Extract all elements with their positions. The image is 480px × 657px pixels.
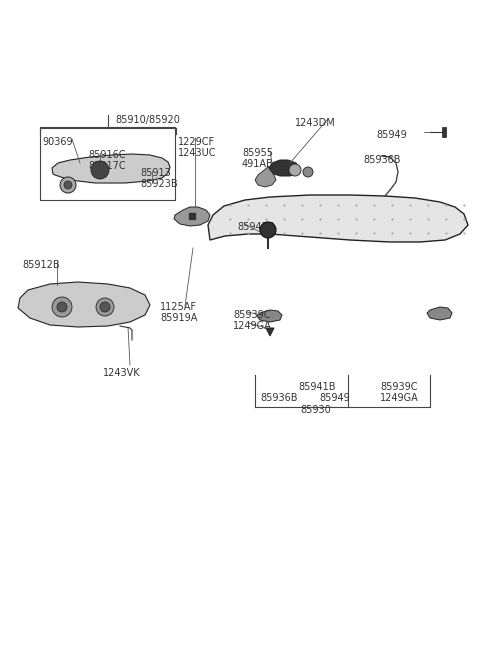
Text: 85941B: 85941B xyxy=(298,382,336,392)
Text: 1243VK: 1243VK xyxy=(103,368,141,378)
Bar xyxy=(442,127,446,137)
Polygon shape xyxy=(427,307,452,320)
Text: 85923B: 85923B xyxy=(140,179,178,189)
Text: 1249GA: 1249GA xyxy=(380,393,419,403)
Polygon shape xyxy=(18,282,150,327)
Text: 85936B: 85936B xyxy=(363,155,400,165)
Text: 85949: 85949 xyxy=(319,393,350,403)
Text: 85939C: 85939C xyxy=(233,310,271,320)
Text: 1249GA: 1249GA xyxy=(233,321,272,331)
Text: 85941B: 85941B xyxy=(237,222,275,232)
Text: 85910/85920: 85910/85920 xyxy=(115,115,180,125)
Text: 85949: 85949 xyxy=(376,130,407,140)
Circle shape xyxy=(64,181,72,189)
Circle shape xyxy=(303,167,313,177)
Text: 85913: 85913 xyxy=(140,168,171,178)
Polygon shape xyxy=(76,162,127,179)
Text: 90369: 90369 xyxy=(42,137,72,147)
Circle shape xyxy=(260,222,276,238)
Circle shape xyxy=(60,177,76,193)
Polygon shape xyxy=(208,195,468,242)
Polygon shape xyxy=(255,167,276,187)
Circle shape xyxy=(100,302,110,312)
Text: 85917C: 85917C xyxy=(88,161,126,171)
Text: 1125AF: 1125AF xyxy=(160,302,197,312)
Circle shape xyxy=(91,161,109,179)
Polygon shape xyxy=(257,310,282,322)
Polygon shape xyxy=(55,157,138,181)
Circle shape xyxy=(96,298,114,316)
Text: 1229CF: 1229CF xyxy=(178,137,215,147)
Text: 491AB: 491AB xyxy=(242,159,274,169)
Polygon shape xyxy=(269,160,300,176)
Text: 85955: 85955 xyxy=(242,148,273,158)
Text: 85936B: 85936B xyxy=(260,393,298,403)
Text: 85916C: 85916C xyxy=(88,150,125,160)
Text: 85919A: 85919A xyxy=(160,313,197,323)
Text: 85939C: 85939C xyxy=(380,382,418,392)
Polygon shape xyxy=(266,328,274,336)
Polygon shape xyxy=(52,154,170,183)
Text: 1243UC: 1243UC xyxy=(178,148,216,158)
Circle shape xyxy=(52,297,72,317)
Text: 85912B: 85912B xyxy=(22,260,60,270)
Text: 1243DM: 1243DM xyxy=(295,118,336,128)
Text: 85930: 85930 xyxy=(300,405,331,415)
Circle shape xyxy=(289,164,301,176)
Polygon shape xyxy=(174,207,210,226)
Circle shape xyxy=(57,302,67,312)
